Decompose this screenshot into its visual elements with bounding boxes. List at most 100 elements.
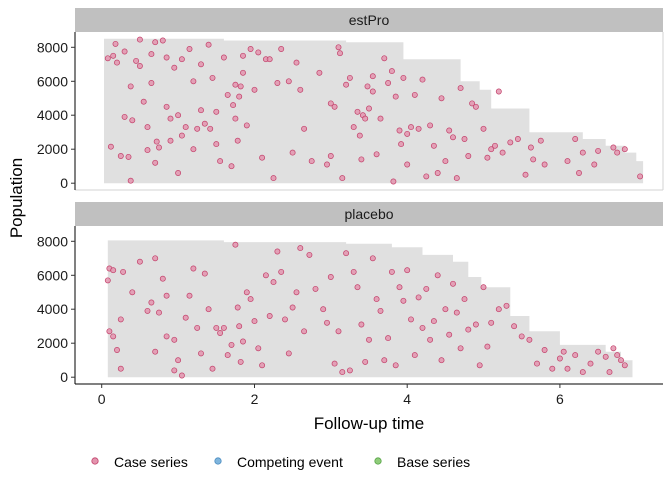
case-point — [457, 85, 464, 92]
case-point — [136, 63, 143, 69]
case-point — [289, 149, 296, 156]
case-point — [308, 158, 315, 165]
case-point — [194, 125, 201, 132]
case-point — [125, 153, 132, 160]
case-point — [480, 284, 487, 291]
case-point — [220, 324, 227, 331]
y-ticks-estpro: 0 2000 4000 6000 8000 — [37, 39, 75, 191]
case-point — [335, 44, 342, 51]
case-point — [198, 107, 204, 114]
case-point — [190, 78, 197, 85]
case-point — [549, 365, 556, 372]
case-point — [621, 362, 628, 369]
case-point — [234, 137, 241, 144]
case-point — [423, 285, 430, 292]
legend-key-case-series — [91, 457, 99, 465]
case-point — [251, 86, 258, 93]
case-point — [127, 83, 134, 90]
case-point — [427, 336, 434, 343]
x-tick-label: 4 — [403, 391, 411, 407]
case-point — [266, 313, 273, 319]
case-point — [530, 156, 537, 163]
legend-label-base-series: Base series — [397, 454, 470, 470]
case-point — [564, 158, 571, 165]
strip-label-placebo: placebo — [344, 206, 393, 222]
case-point — [446, 331, 453, 338]
case-point — [480, 125, 487, 132]
case-point — [228, 163, 235, 170]
y-axis-title: Population — [7, 158, 26, 238]
case-point — [220, 54, 227, 61]
case-point — [610, 144, 617, 151]
case-point — [492, 142, 498, 149]
case-point — [438, 95, 445, 102]
case-point — [488, 146, 495, 153]
case-point — [358, 156, 365, 163]
case-point — [350, 268, 357, 275]
strip-estpro — [75, 8, 663, 32]
case-point — [610, 345, 617, 352]
case-point — [213, 108, 220, 115]
case-point — [114, 347, 120, 353]
case-point — [175, 357, 182, 364]
case-point — [255, 345, 262, 352]
case-point — [159, 37, 166, 44]
case-point — [213, 141, 220, 148]
case-point — [579, 149, 586, 156]
case-point — [362, 115, 369, 122]
case-point — [320, 306, 327, 313]
case-point — [415, 294, 422, 301]
case-point — [240, 69, 246, 76]
x-tick-label: 0 — [98, 391, 106, 407]
case-point — [335, 328, 342, 335]
case-point — [499, 149, 506, 156]
case-point — [346, 74, 353, 81]
legend: Case series Competing event Base series — [91, 454, 470, 470]
case-point — [618, 357, 624, 364]
case-point — [148, 51, 155, 58]
case-point — [503, 302, 510, 309]
case-point — [527, 144, 534, 151]
case-point — [526, 336, 533, 343]
case-point — [171, 336, 178, 343]
case-point — [224, 352, 231, 359]
y-tick-label: 6000 — [37, 267, 68, 283]
case-point — [434, 272, 441, 279]
case-point — [129, 117, 136, 124]
case-point — [234, 304, 241, 311]
case-point — [232, 115, 239, 122]
case-point — [112, 40, 119, 47]
case-point — [104, 55, 111, 62]
case-point — [576, 170, 582, 176]
y-ticks-placebo: 0 2000 4000 6000 8000 — [37, 233, 75, 385]
case-point — [117, 316, 124, 323]
case-point — [237, 83, 244, 90]
case-point — [136, 36, 143, 43]
case-point — [243, 289, 250, 296]
case-point — [163, 333, 170, 340]
case-point — [224, 91, 231, 98]
case-point — [144, 147, 151, 154]
case-point — [415, 125, 422, 132]
legend-label-case-series: Case series — [114, 454, 188, 470]
case-point — [537, 137, 544, 144]
case-point — [614, 352, 621, 359]
case-points-placebo — [104, 241, 628, 379]
case-point — [511, 323, 518, 330]
case-point — [472, 103, 479, 110]
case-point — [274, 248, 281, 255]
case-point — [293, 289, 300, 296]
case-point — [156, 309, 162, 316]
case-point — [446, 127, 453, 134]
legend-label-competing-event: Competing event — [237, 454, 343, 470]
case-point — [213, 324, 220, 331]
case-point — [110, 333, 117, 340]
case-point — [484, 343, 491, 350]
case-point — [534, 360, 540, 367]
case-point — [209, 74, 216, 81]
case-point — [255, 49, 262, 56]
case-point — [289, 304, 296, 311]
case-point — [217, 158, 224, 165]
case-point — [247, 296, 254, 303]
case-point — [144, 307, 151, 314]
